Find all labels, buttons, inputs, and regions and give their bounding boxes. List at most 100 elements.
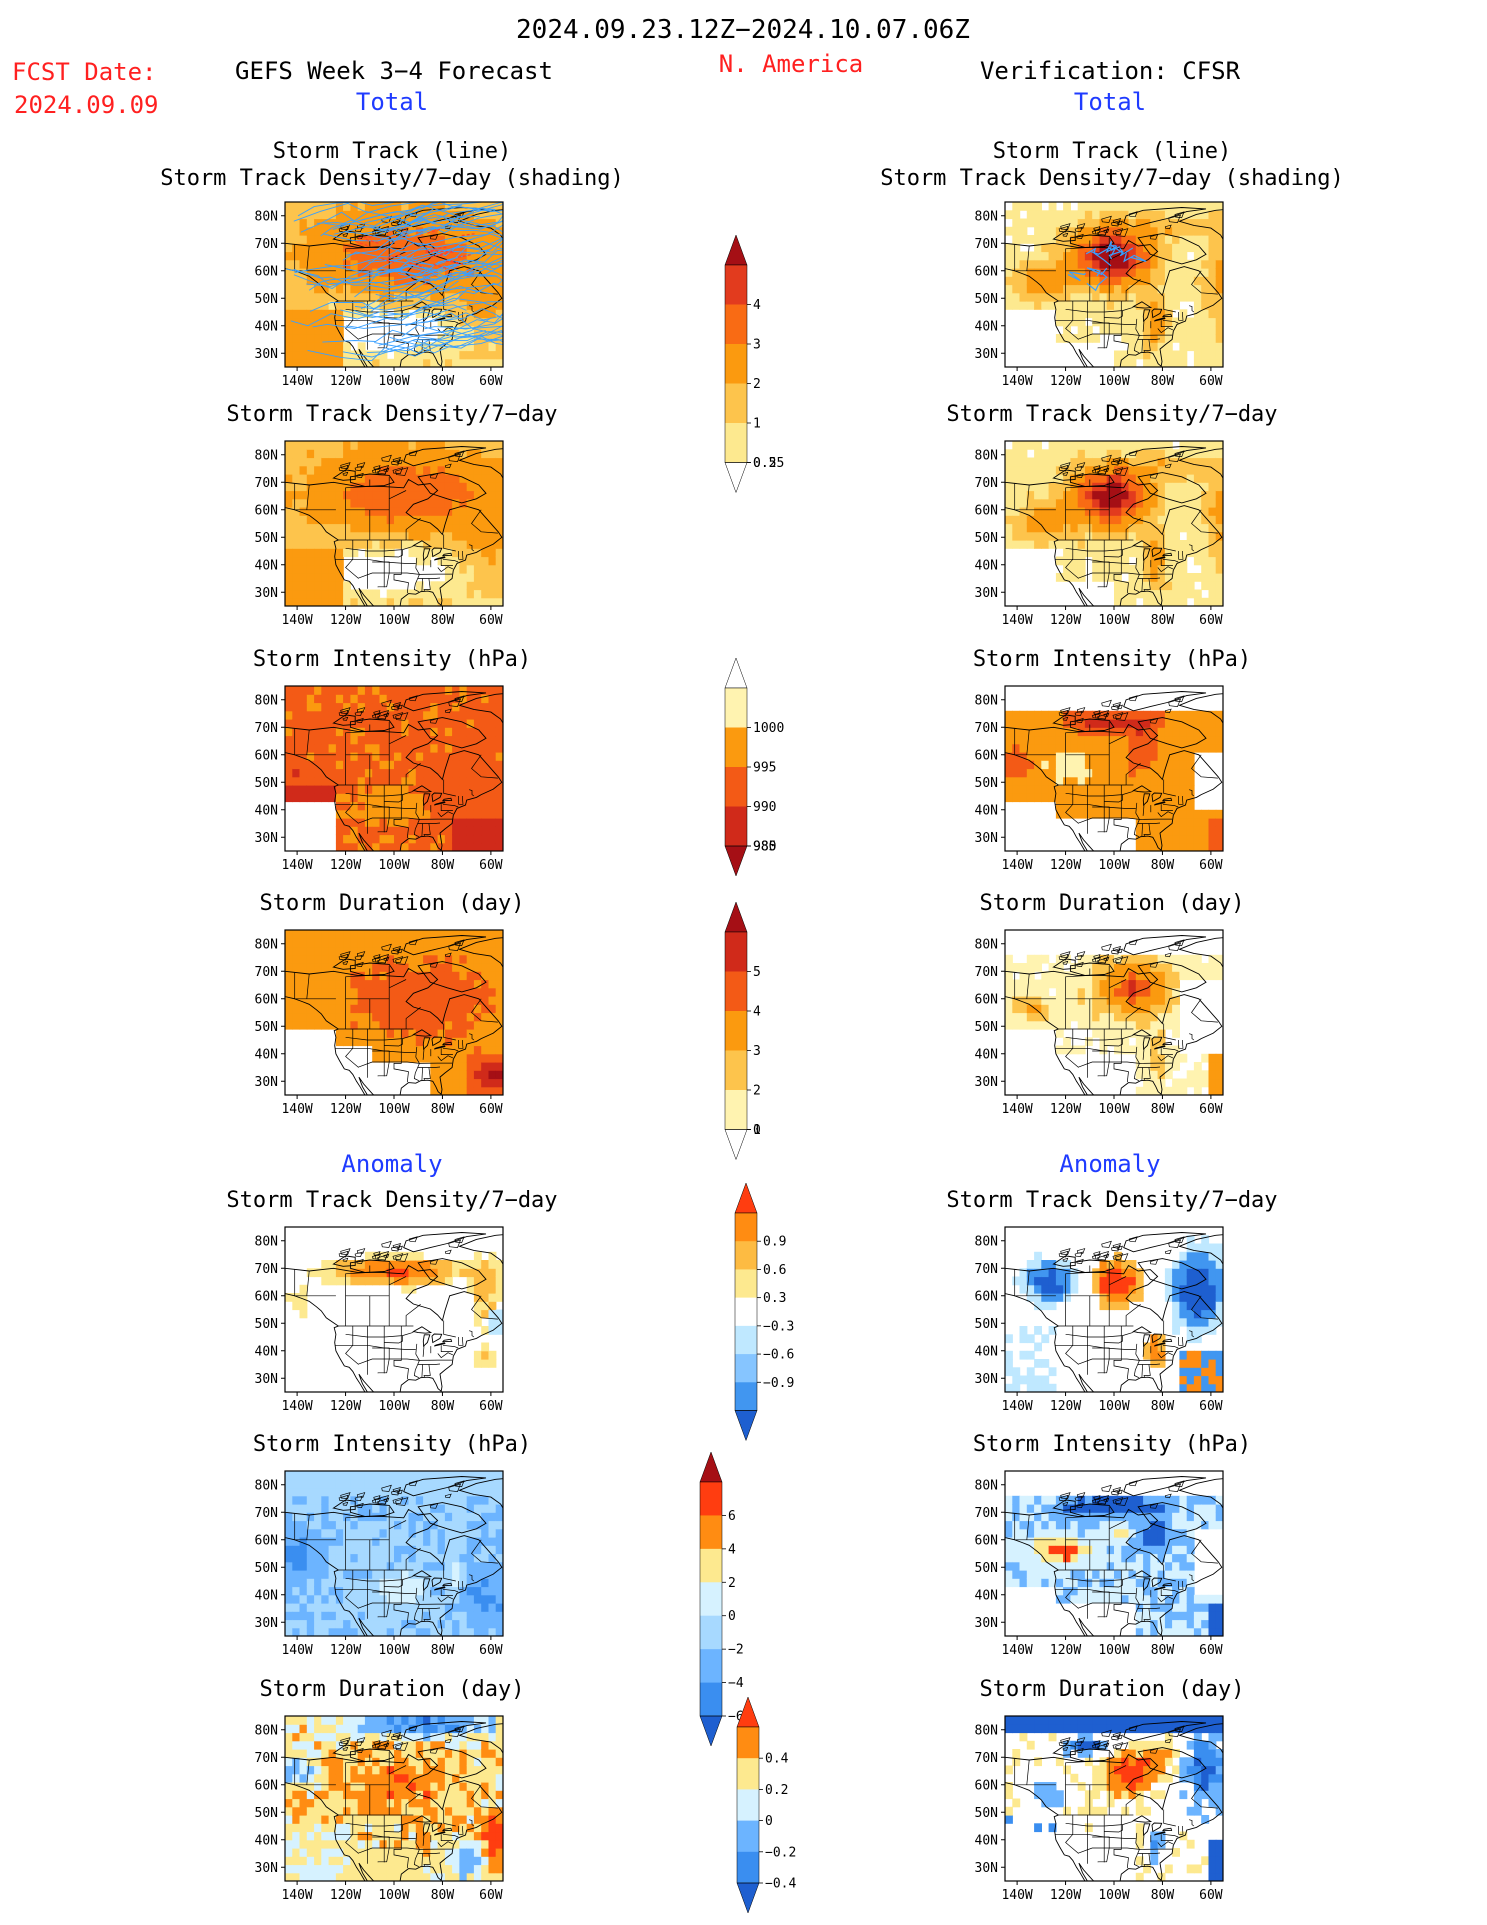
field-cell bbox=[299, 1864, 308, 1874]
field-cell bbox=[408, 686, 417, 695]
field-cell bbox=[306, 1798, 315, 1808]
field-cell bbox=[328, 727, 337, 737]
field-cell bbox=[1172, 210, 1180, 220]
lon-tick-label: 120W bbox=[330, 374, 361, 389]
field-cell bbox=[444, 564, 453, 574]
field-cell bbox=[1019, 284, 1028, 294]
field-cell bbox=[452, 1037, 460, 1047]
field-cell bbox=[1048, 276, 1057, 286]
field-cell bbox=[401, 930, 410, 939]
field-cell bbox=[306, 449, 315, 459]
field-cell bbox=[1157, 342, 1166, 352]
field-cell bbox=[1005, 276, 1013, 286]
landmass-outline bbox=[417, 961, 487, 993]
field-cell bbox=[372, 686, 381, 695]
field-cell bbox=[466, 1732, 475, 1742]
field-cell bbox=[328, 457, 337, 467]
field-cell bbox=[350, 589, 359, 599]
field-cell bbox=[292, 1619, 301, 1629]
field-cell bbox=[357, 1545, 366, 1555]
field-cell bbox=[415, 1815, 424, 1824]
field-cell bbox=[488, 963, 497, 972]
island-outline bbox=[356, 1258, 364, 1264]
field-cell bbox=[466, 1757, 475, 1767]
field-cell bbox=[299, 735, 308, 745]
state-border bbox=[422, 560, 425, 571]
field-cell bbox=[306, 938, 315, 948]
field-cell bbox=[357, 358, 366, 367]
field-cell bbox=[444, 1276, 453, 1286]
field-cell bbox=[335, 1831, 344, 1841]
field-cell bbox=[1041, 292, 1050, 302]
lake-outline bbox=[433, 317, 446, 322]
field-cell bbox=[444, 1848, 453, 1857]
field-cell bbox=[444, 776, 453, 786]
field-cell bbox=[481, 1716, 490, 1725]
field-cell bbox=[321, 482, 330, 492]
field-cell bbox=[430, 1004, 439, 1014]
field-cell bbox=[459, 474, 468, 483]
field-cell bbox=[473, 1260, 482, 1269]
field-cell bbox=[1099, 317, 1108, 327]
field-cell bbox=[466, 818, 475, 827]
field-cell bbox=[292, 358, 301, 367]
field-cell bbox=[1215, 309, 1223, 319]
field-cell bbox=[1048, 268, 1057, 277]
field-cell bbox=[314, 268, 322, 277]
field-cell bbox=[386, 226, 395, 236]
field-cell bbox=[1048, 507, 1057, 516]
field-cell bbox=[488, 834, 497, 844]
field-cell bbox=[408, 702, 417, 712]
field-cell bbox=[386, 702, 395, 712]
field-cell bbox=[473, 449, 482, 459]
field-cell bbox=[379, 1848, 388, 1857]
field-cell bbox=[394, 1724, 402, 1734]
field-cell bbox=[452, 251, 460, 261]
field-cell bbox=[328, 1732, 337, 1742]
field-cell bbox=[481, 793, 490, 803]
field-cell bbox=[459, 1716, 468, 1725]
field-cell bbox=[408, 226, 417, 236]
field-cell bbox=[473, 963, 482, 972]
field-cell bbox=[430, 971, 439, 981]
field-cell bbox=[335, 719, 344, 728]
island-outline bbox=[342, 1501, 349, 1506]
field-cell bbox=[321, 1831, 330, 1841]
field-cell bbox=[401, 1790, 410, 1800]
field-cell bbox=[444, 834, 453, 844]
landmass-outline bbox=[403, 935, 487, 956]
field-cell bbox=[285, 702, 293, 712]
field-cell bbox=[415, 1603, 424, 1612]
state-border bbox=[440, 559, 453, 566]
field-cell bbox=[408, 465, 417, 475]
field-cell bbox=[437, 589, 446, 599]
field-cell bbox=[444, 1260, 453, 1269]
field-cell bbox=[408, 735, 417, 745]
storm-track-mean bbox=[355, 240, 370, 247]
field-cell bbox=[481, 735, 490, 745]
storm-track-mean bbox=[461, 233, 477, 237]
field-cell bbox=[423, 1471, 431, 1480]
panel-title: Storm Track Density/7−day (shading) bbox=[880, 166, 1344, 191]
field-cell bbox=[473, 1815, 482, 1824]
field-cell bbox=[314, 1268, 322, 1278]
field-cell bbox=[401, 987, 410, 997]
field-cell bbox=[459, 1578, 468, 1588]
field-cell bbox=[1055, 243, 1064, 253]
field-cell bbox=[314, 309, 322, 319]
field-cell bbox=[1048, 202, 1057, 211]
field-cell bbox=[473, 210, 482, 220]
field-cell bbox=[372, 793, 381, 803]
field-cell bbox=[423, 226, 431, 236]
field-cell bbox=[394, 1798, 402, 1808]
field-cell bbox=[321, 515, 330, 525]
lon-tick-label: 140W bbox=[281, 1643, 312, 1658]
field-cell bbox=[386, 1594, 395, 1604]
field-cell bbox=[350, 1740, 359, 1750]
field-cell bbox=[437, 818, 446, 827]
field-cell bbox=[488, 719, 497, 728]
field-cell bbox=[1186, 268, 1195, 277]
field-cell bbox=[1041, 498, 1050, 508]
lake-outline bbox=[422, 793, 431, 807]
field-cell bbox=[459, 1004, 468, 1014]
